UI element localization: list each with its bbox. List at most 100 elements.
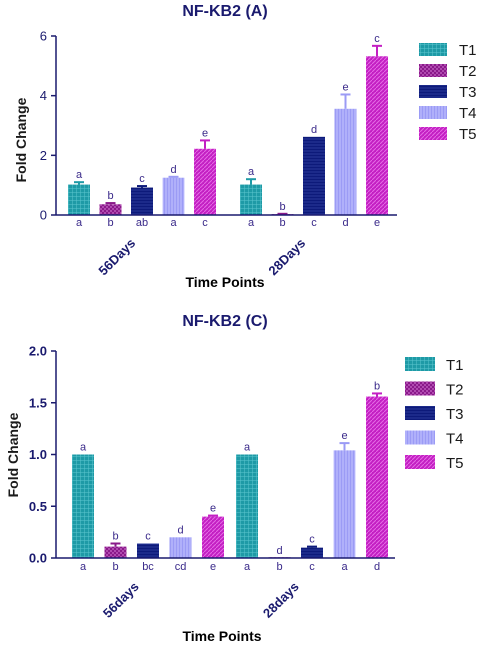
chart-a-legend: T1 T2 T3 T4 T5 (419, 42, 477, 143)
chart-c-significance-label: b (374, 380, 380, 392)
chart-c-significance-label: d (276, 545, 282, 557)
chart-a-legend-swatch-t4 (419, 106, 447, 119)
chart-a-legend-swatch-t2 (419, 64, 447, 77)
chart-c-group-letter: cd (175, 561, 187, 573)
chart-c-legend-swatch-t3 (405, 406, 435, 420)
chart-a-significance-label: a (248, 166, 255, 178)
chart-c-group-letter: b (112, 561, 118, 573)
chart-a-bar-t5-28days (366, 56, 388, 215)
chart-a-group-letter: c (311, 217, 317, 229)
chart-c-bar-t1-28days (236, 454, 258, 558)
chart-a-category-label: 56Days (95, 235, 138, 278)
chart-c-title: NF-KB2 (C) (182, 313, 267, 330)
chart-c-significance-label: c (145, 531, 151, 543)
chart-a-ytick-label: 6 (40, 29, 47, 44)
chart-c-bar-t4-56days (169, 537, 192, 558)
chart-a-bar-t4-28days (334, 108, 357, 215)
chart-a-legend-swatch-t1 (419, 43, 447, 56)
chart-a-significance-label: d (311, 124, 317, 136)
chart-a-legend-swatch-t3 (419, 85, 447, 98)
chart-c-category-label: 56days (100, 579, 142, 621)
chart-a-ytick-label: 0 (40, 208, 47, 223)
chart-a-group-letter: e (374, 217, 380, 229)
chart-c-group-letter: e (210, 561, 216, 573)
chart-c-ylabel: Fold Change (5, 412, 21, 497)
chart-a-significance-label: b (279, 201, 285, 213)
chart-c-legend-swatch-t1 (405, 357, 435, 371)
chart-c-group-letter: c (309, 561, 315, 573)
chart-a-group-letter: a (248, 217, 255, 229)
chart-a-group-letter: d (342, 217, 348, 229)
chart-a-group-letter: ab (136, 217, 148, 229)
chart-c: NF-KB2 (C) Fold Change Time Points 0.00.… (5, 313, 464, 644)
chart-a-legend-label: T4 (459, 105, 477, 122)
chart-c-bar-t5-56days (202, 516, 224, 558)
chart-a-bar-t4-56days (162, 177, 185, 215)
chart-a-ylabel: Fold Change (13, 97, 29, 182)
chart-c-bar-t5-28days (366, 396, 388, 558)
chart-c-significance-label: e (210, 503, 216, 515)
chart-a-significance-label: b (107, 190, 113, 202)
chart-c-ytick-label: 0.0 (29, 551, 47, 566)
chart-a-group-letter: b (107, 217, 113, 229)
chart-c-group-letter: b (276, 561, 282, 573)
chart-c-legend-label: T5 (446, 455, 464, 472)
chart-a-group-letter: b (279, 217, 285, 229)
chart-a-ytick-label: 4 (40, 88, 47, 103)
chart-c-bar-t1-56days (72, 454, 94, 558)
chart-c-legend-swatch-t4 (405, 430, 435, 445)
chart-c-bar-t3-56days (137, 543, 159, 558)
chart-a-legend-swatch-t5 (419, 127, 447, 140)
chart-a-significance-label: a (76, 169, 83, 181)
chart-c-significance-label: b (112, 531, 118, 543)
chart-a-legend-label: T1 (459, 42, 477, 59)
chart-c-legend-swatch-t2 (405, 381, 435, 396)
chart-c-xlabel: Time Points (182, 628, 261, 644)
chart-c-axes (55, 351, 395, 559)
chart-a-bar-t3-56days (131, 187, 153, 215)
chart-a-bar-t1-28days (240, 184, 262, 215)
chart-a-significance-label: e (342, 81, 348, 93)
chart-c-category-group: 56days 28days (100, 579, 302, 621)
chart-a-axes (55, 36, 397, 216)
chart-c-legend-swatch-t5 (405, 455, 435, 469)
chart-a-significance-label: c (139, 173, 145, 185)
chart-a-category-group: 56Days 28Days (95, 235, 308, 278)
chart-c-group-letter: a (341, 561, 348, 573)
chart-a-bar-t3-28days (303, 136, 325, 215)
chart-c-legend: T1 T2 T3 T4 T5 (405, 357, 464, 472)
chart-c-significance-label: a (244, 442, 251, 454)
chart-c-legend-label: T1 (446, 357, 464, 374)
chart-c-group-letter: bc (142, 561, 154, 573)
chart-c-legend-label: T4 (446, 431, 464, 448)
chart-c-group-letter: a (80, 561, 87, 573)
chart-a-bar-t1-56days (68, 184, 90, 215)
chart-c-ytick-label: 1.0 (29, 447, 47, 462)
chart-a-xlabel: Time Points (185, 274, 264, 290)
chart-a-ytick-group: 0 2 4 6 (40, 29, 56, 223)
chart-c-bar-t4-28days (333, 450, 356, 558)
chart-a-category-label: 28Days (265, 235, 308, 278)
chart-a-bar-t5-56days (194, 148, 216, 215)
chart-a-legend-label: T3 (459, 84, 477, 101)
chart-c-significance-label: c (309, 534, 315, 546)
chart-a-group-letter: a (170, 217, 177, 229)
chart-a-group-letter: a (76, 217, 83, 229)
chart-a-bar-t2-56days (99, 204, 122, 215)
chart-a: NF-KB2 (A) Fold Change Time Points 0246 … (13, 3, 477, 290)
chart-c-significance-label: e (341, 430, 347, 442)
chart-a-significance-label: c (374, 33, 380, 45)
chart-c-category-label: 28days (260, 579, 302, 621)
chart-c-ytick-group: 0.0 0.5 1.0 1.5 2.0 (29, 344, 56, 566)
chart-c-legend-label: T2 (446, 382, 464, 399)
chart-c-ytick-label: 1.5 (29, 395, 47, 410)
chart-a-significance-label: e (202, 127, 208, 139)
chart-c-legend-label: T3 (446, 406, 464, 423)
chart-a-title: NF-KB2 (A) (182, 3, 267, 20)
chart-c-group-letter: d (374, 561, 380, 573)
chart-c-bar-t2-56days (104, 546, 127, 558)
chart-a-legend-label: T5 (459, 126, 477, 143)
chart-c-significance-label: d (177, 524, 183, 536)
